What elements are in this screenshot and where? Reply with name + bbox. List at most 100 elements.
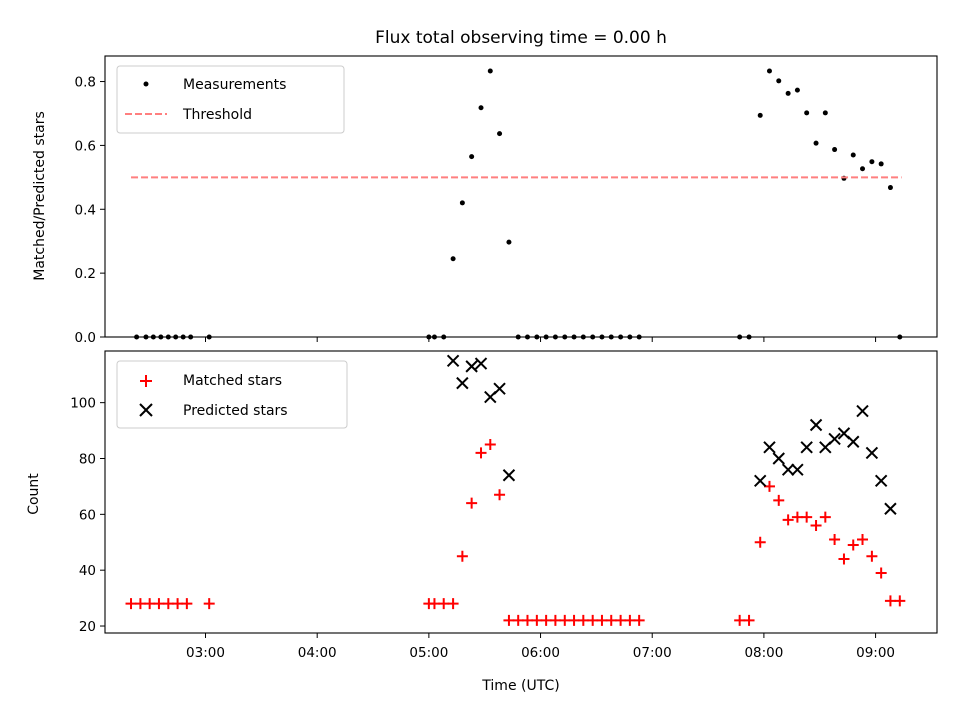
matched-stars-point	[447, 598, 459, 610]
matched-stars-point	[559, 614, 571, 626]
matched-stars-point	[531, 614, 543, 626]
measurements-point	[618, 334, 624, 340]
measurements-point	[887, 185, 893, 191]
bottom-y-tick-label: 80	[79, 451, 96, 467]
matched-stars-point	[521, 614, 533, 626]
bottom-x-tick-label: 03:00	[186, 645, 225, 661]
measurements-point	[515, 334, 521, 340]
predicted-stars-point	[856, 404, 869, 418]
predicted-stars-point	[754, 474, 767, 488]
matched-stars-point	[615, 614, 627, 626]
measurements-point	[804, 110, 810, 116]
bottom-y-ticks: 20 40 60 80 100	[70, 396, 105, 635]
measurements-point	[450, 256, 456, 262]
matched-stars-point	[484, 439, 496, 451]
bottom-plot-frame	[104, 350, 938, 634]
measurements-point	[822, 110, 828, 116]
matched-stars-point	[466, 497, 478, 509]
matched-stars-point	[743, 614, 755, 626]
measurements-point	[158, 334, 164, 340]
measurements-point	[524, 334, 530, 340]
matched-stars-point	[512, 614, 524, 626]
measurements-point	[534, 334, 540, 340]
matched-stars-point	[577, 614, 589, 626]
bottom-x-tick-label: 06:00	[521, 645, 560, 661]
matched-stars-point	[438, 598, 450, 610]
measurements-point	[794, 87, 800, 93]
legend-label-predicted-stars: Predicted stars	[183, 403, 288, 419]
matched-stars-point	[456, 550, 468, 562]
measurements-point	[552, 334, 558, 340]
predicted-stars-point	[800, 441, 813, 454]
predicted-stars-point	[446, 354, 460, 367]
measurements-point	[562, 334, 568, 340]
x-axis-label: Time (UTC)	[481, 678, 559, 694]
bottom-data-marks	[125, 354, 906, 626]
measurements-point	[180, 334, 186, 340]
matched-stars-point	[134, 598, 146, 610]
bottom-y-tick-label: 40	[79, 563, 96, 579]
measurements-point	[469, 154, 475, 160]
matched-stars-point	[624, 614, 636, 626]
measurements-point	[459, 200, 465, 206]
top-y-tick-label: 0.8	[75, 75, 96, 91]
bottom-legend: Matched stars Predicted stars	[116, 360, 348, 429]
matched-stars-point	[540, 614, 552, 626]
predicted-stars-point	[809, 418, 823, 432]
bottom-legend-box	[116, 360, 348, 429]
top-legend: Measurements Threshold	[116, 65, 345, 134]
measurements-point	[506, 239, 512, 245]
bottom-x-tick-label: 09:00	[856, 645, 895, 661]
measurements-point	[850, 152, 856, 158]
legend-label-threshold: Threshold	[182, 107, 252, 123]
measurements-point	[869, 159, 875, 165]
bottom-x-tick-label: 04:00	[298, 645, 337, 661]
predicted-stars-point	[865, 446, 879, 460]
measurements-point	[580, 334, 586, 340]
matched-stars-point	[475, 447, 487, 459]
measurements-point	[757, 112, 763, 118]
predicted-stars-point	[772, 452, 785, 465]
legend-marker-predicted-stars	[139, 403, 153, 417]
measurements-point	[813, 140, 819, 146]
measurements-point	[636, 334, 642, 340]
measurements-point	[785, 90, 791, 96]
measurements-point	[571, 334, 577, 340]
top-legend-box	[116, 65, 345, 134]
measurements-point	[737, 334, 743, 340]
measurements-point	[746, 334, 752, 340]
top-panel: 0.00.20.40.60.8 Matched/Predicted stars …	[32, 55, 938, 346]
measurements-point	[776, 78, 782, 84]
matched-stars-point	[633, 614, 645, 626]
bottom-panel: 20 40 60 80 100 03:00 04:00 05:00 06:00 07:00 08:…	[26, 350, 938, 694]
measurements-point	[441, 334, 447, 340]
predicted-stars-point	[884, 502, 897, 515]
matched-stars-point	[773, 494, 785, 506]
bottom-x-tick-label: 05:00	[409, 645, 448, 661]
matched-stars-point	[125, 598, 137, 610]
chart-title: Flux total observing time = 0.00 h	[375, 28, 667, 48]
matched-stars-point	[494, 489, 506, 501]
matched-stars-point	[829, 533, 841, 545]
matched-stars-point	[754, 536, 766, 548]
measurements-point	[590, 334, 596, 340]
matched-stars-point	[791, 511, 803, 523]
measurements-point	[627, 334, 633, 340]
matched-stars-point	[203, 598, 215, 610]
top-y-axis-label: Matched/Predicted stars	[32, 111, 48, 281]
predicted-stars-point	[465, 360, 478, 373]
bottom-x-ticks: 03:00 04:00 05:00 06:00 07:00 08:00 09:00	[186, 633, 895, 661]
measurements-point	[608, 334, 614, 340]
legend-label-matched-stars: Matched stars	[183, 373, 282, 389]
legend-label-measurements: Measurements	[183, 77, 286, 93]
measurements-point	[832, 147, 838, 153]
matched-stars-point	[847, 539, 859, 551]
measurements-point	[173, 334, 179, 340]
measurements-point	[497, 131, 503, 137]
measurements-point	[143, 334, 149, 340]
bottom-y-tick-label: 100	[70, 396, 96, 412]
predicted-stars-point	[456, 376, 469, 390]
predicted-stars-point	[791, 463, 804, 476]
predicted-stars-point	[781, 463, 795, 476]
